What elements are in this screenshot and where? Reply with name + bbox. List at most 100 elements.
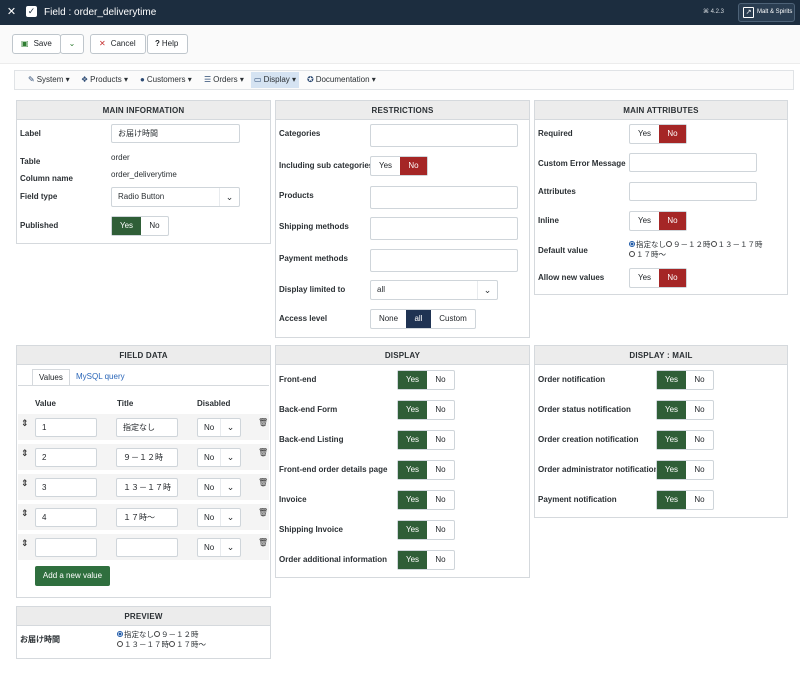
published-toggle[interactable]: Yes No	[111, 216, 169, 236]
default-radio-1[interactable]: 指定なし	[629, 240, 666, 249]
trash-icon[interactable]: 🗑	[258, 478, 269, 487]
menu-customers[interactable]: ● Customers ▾	[140, 75, 192, 84]
attributes-input[interactable]	[629, 182, 757, 201]
allow-new-yes[interactable]: Yes	[637, 273, 652, 282]
trash-icon[interactable]: 🗑	[258, 538, 269, 547]
inline-no[interactable]: No	[659, 212, 686, 230]
mail-option-no[interactable]: No	[694, 435, 705, 444]
drag-handle-icon[interactable]: ⇕	[21, 508, 29, 518]
mail-option-yes[interactable]: Yes	[657, 401, 686, 419]
default-radio-3[interactable]: １３－１７時	[710, 240, 763, 249]
mail-option-toggle[interactable]: Yes No	[656, 490, 714, 510]
access-custom[interactable]: Custom	[439, 314, 467, 323]
display-option-toggle[interactable]: Yes No	[397, 370, 455, 390]
disabled-select[interactable]: No ⌄	[197, 478, 241, 497]
preview-radio-3[interactable]: １３－１７時	[117, 640, 169, 649]
joomla-logo-icon[interactable]: ✕	[6, 6, 17, 18]
display-option-no[interactable]: No	[435, 555, 446, 564]
cancel-button[interactable]: ✕ Cancel	[90, 34, 146, 54]
mail-option-no[interactable]: No	[694, 495, 705, 504]
site-link-button[interactable]: ↗ Malt & Spirits	[738, 3, 795, 22]
save-button[interactable]: ▣ Save	[12, 34, 61, 54]
products-input[interactable]	[370, 186, 518, 209]
menu-products[interactable]: ❖ Products ▾	[81, 75, 128, 84]
published-no[interactable]: No	[149, 221, 160, 230]
mail-option-no[interactable]: No	[694, 375, 705, 384]
mail-option-yes[interactable]: Yes	[657, 461, 686, 479]
default-radio-4[interactable]: １７時～	[629, 250, 666, 259]
save-dropdown-button[interactable]: ⌄	[60, 34, 84, 54]
shipping-input[interactable]	[370, 217, 518, 240]
display-option-yes[interactable]: Yes	[398, 371, 427, 389]
drag-handle-icon[interactable]: ⇕	[21, 418, 29, 428]
display-option-no[interactable]: No	[435, 375, 446, 384]
error-message-input[interactable]	[629, 153, 757, 172]
mail-option-yes[interactable]: Yes	[657, 371, 686, 389]
required-no[interactable]: No	[659, 125, 686, 143]
preview-radio-1[interactable]: 指定なし	[117, 630, 154, 639]
published-yes[interactable]: Yes	[112, 217, 141, 235]
mail-option-no[interactable]: No	[694, 465, 705, 474]
disabled-select[interactable]: No ⌄	[197, 538, 241, 557]
mail-option-toggle[interactable]: Yes No	[656, 370, 714, 390]
label-input[interactable]: お届け時間	[111, 124, 240, 143]
access-all[interactable]: all	[406, 310, 431, 328]
display-option-no[interactable]: No	[435, 495, 446, 504]
drag-handle-icon[interactable]: ⇕	[21, 448, 29, 458]
display-option-no[interactable]: No	[435, 405, 446, 414]
access-none[interactable]: None	[378, 314, 399, 323]
display-limited-select[interactable]: all ⌄	[370, 280, 498, 300]
trash-icon[interactable]: 🗑	[258, 508, 269, 517]
value-input[interactable]: 3	[35, 478, 97, 497]
display-option-toggle[interactable]: Yes No	[397, 490, 455, 510]
display-option-no[interactable]: No	[435, 435, 446, 444]
menu-documentation[interactable]: ✪ Documentation ▾	[307, 75, 376, 84]
mail-option-toggle[interactable]: Yes No	[656, 460, 714, 480]
add-new-value-button[interactable]: Add a new value	[35, 566, 110, 586]
default-radio-2[interactable]: ９－１２時	[666, 240, 711, 249]
value-input[interactable]: 4	[35, 508, 97, 527]
title-input[interactable]: 指定なし	[116, 418, 178, 437]
mail-option-toggle[interactable]: Yes No	[656, 430, 714, 450]
title-input[interactable]: １３－１７時	[116, 478, 178, 497]
value-input[interactable]: 1	[35, 418, 97, 437]
mail-option-yes[interactable]: Yes	[657, 431, 686, 449]
display-option-yes[interactable]: Yes	[398, 461, 427, 479]
tab-values[interactable]: Values	[32, 369, 70, 385]
preview-radio-2[interactable]: ９－１２時	[154, 630, 199, 639]
mail-option-toggle[interactable]: Yes No	[656, 400, 714, 420]
payment-input[interactable]	[370, 249, 518, 272]
preview-radio-4[interactable]: １７時～	[169, 640, 206, 649]
display-option-no[interactable]: No	[435, 525, 446, 534]
disabled-select[interactable]: No ⌄	[197, 418, 241, 437]
mail-option-yes[interactable]: Yes	[657, 491, 686, 509]
display-option-yes[interactable]: Yes	[398, 431, 427, 449]
drag-handle-icon[interactable]: ⇕	[21, 538, 29, 548]
value-input[interactable]	[35, 538, 97, 557]
subcat-no[interactable]: No	[400, 157, 427, 175]
display-option-toggle[interactable]: Yes No	[397, 430, 455, 450]
categories-input[interactable]	[370, 124, 518, 147]
disabled-select[interactable]: No ⌄	[197, 508, 241, 527]
display-option-toggle[interactable]: Yes No	[397, 400, 455, 420]
display-option-toggle[interactable]: Yes No	[397, 550, 455, 570]
required-yes[interactable]: Yes	[637, 129, 652, 138]
field-type-select[interactable]: Radio Button ⌄	[111, 187, 240, 207]
value-input[interactable]: 2	[35, 448, 97, 467]
tab-mysql-query[interactable]: MySQL query	[76, 372, 125, 381]
allow-new-toggle[interactable]: Yes No	[629, 268, 687, 288]
inline-toggle[interactable]: Yes No	[629, 211, 687, 231]
display-option-yes[interactable]: Yes	[398, 401, 427, 419]
trash-icon[interactable]: 🗑	[258, 448, 269, 457]
display-option-yes[interactable]: Yes	[398, 521, 427, 539]
menu-orders[interactable]: ☰ Orders ▾	[204, 75, 244, 84]
display-option-no[interactable]: No	[435, 465, 446, 474]
mail-option-no[interactable]: No	[694, 405, 705, 414]
display-option-toggle[interactable]: Yes No	[397, 460, 455, 480]
subcat-yes[interactable]: Yes	[378, 161, 393, 170]
allow-new-no[interactable]: No	[659, 269, 686, 287]
display-option-yes[interactable]: Yes	[398, 491, 427, 509]
display-option-toggle[interactable]: Yes No	[397, 520, 455, 540]
menu-system[interactable]: ✎ System ▾	[28, 75, 70, 84]
access-level-toggle[interactable]: None all Custom	[370, 309, 476, 329]
